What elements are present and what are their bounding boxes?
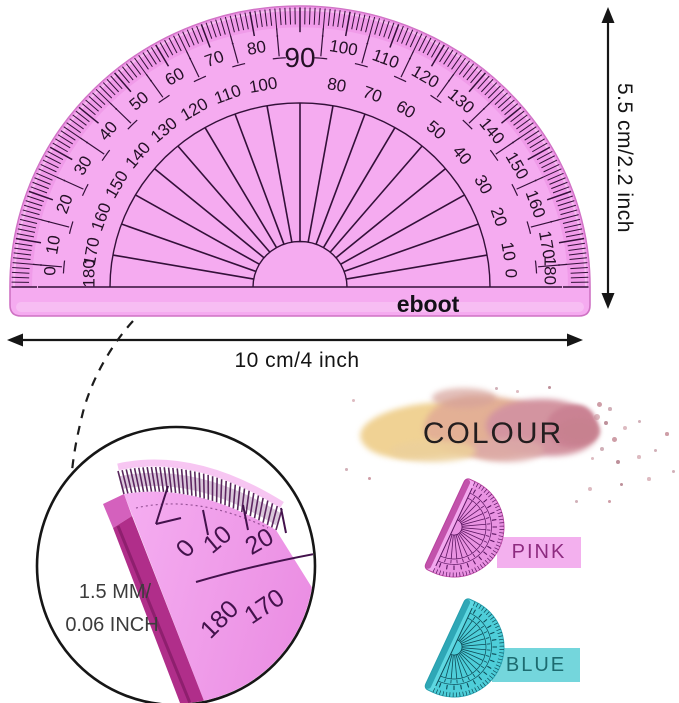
thickness-label-line2: 0.06 INCH: [65, 614, 159, 636]
svg-text:10: 10: [42, 234, 64, 256]
splatter-speck: [654, 449, 657, 452]
splatter-speck: [608, 500, 611, 503]
splatter-speck: [594, 414, 600, 420]
svg-text:170: 170: [80, 236, 104, 267]
splatter-speck: [600, 447, 604, 451]
magnifier-circle: [35, 425, 317, 703]
splatter-speck: [620, 483, 623, 486]
splatter-speck: [548, 386, 551, 389]
svg-text:0: 0: [502, 269, 521, 278]
svg-text:100: 100: [248, 73, 279, 97]
height-dimension-label: 5.5 cm/2.2 inch: [613, 83, 636, 233]
svg-text:170: 170: [535, 229, 559, 260]
splatter-speck: [647, 477, 651, 481]
splatter-speck: [575, 500, 579, 504]
splatter-speck: [368, 477, 372, 481]
splatter-speck: [597, 402, 602, 407]
splatter-speck: [604, 421, 608, 425]
svg-text:20: 20: [240, 523, 278, 561]
blue-mini-protractor: [424, 598, 505, 698]
splatter-speck: [637, 455, 641, 459]
splatter-speck: [608, 407, 612, 411]
svg-text:100: 100: [328, 36, 359, 60]
splatter-speck: [623, 426, 627, 430]
svg-text:80: 80: [326, 74, 348, 96]
splatter-speck: [665, 432, 669, 436]
blue-option-band: BLUE: [492, 648, 580, 682]
svg-text:0: 0: [171, 534, 201, 563]
magnifier-leader-line: [70, 320, 134, 472]
colour-section-heading: COLOUR: [422, 417, 564, 450]
svg-text:10: 10: [198, 520, 237, 559]
splatter-speck: [516, 390, 519, 393]
blue-option-label: BLUE: [505, 654, 567, 676]
splatter-speck: [612, 437, 617, 442]
svg-text:eboot: eboot: [397, 291, 460, 317]
svg-text:180: 180: [79, 259, 98, 287]
thickness-label-line1: 1.5 MM/: [78, 581, 152, 603]
svg-text:90: 90: [284, 42, 315, 73]
splatter-speck: [672, 470, 676, 474]
splatter-speck: [591, 457, 595, 461]
splatter-speck: [352, 399, 355, 402]
splatter-speck: [588, 487, 593, 492]
svg-text:10: 10: [497, 240, 519, 262]
splatter-speck: [616, 460, 620, 464]
pink-option-band: PINK: [497, 537, 581, 568]
splatter-speck: [638, 420, 642, 424]
pink-mini-protractor: [424, 478, 505, 578]
width-dimension-arrow: [7, 333, 583, 347]
svg-text:80: 80: [246, 37, 268, 59]
svg-text:180: 180: [195, 595, 244, 644]
width-dimension-label: 10 cm/4 inch: [234, 349, 360, 372]
pink-option-label: PINK: [511, 541, 567, 563]
svg-text:0: 0: [41, 266, 60, 275]
splatter-speck: [345, 468, 348, 471]
svg-text:180: 180: [540, 257, 559, 285]
svg-text:170: 170: [239, 583, 289, 630]
splatter-speck: [495, 387, 499, 391]
